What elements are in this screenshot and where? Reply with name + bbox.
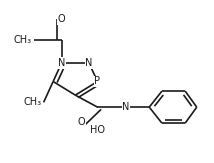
Text: N: N — [122, 102, 130, 112]
Text: N: N — [85, 58, 93, 68]
Text: CH₃: CH₃ — [14, 35, 32, 45]
Text: HO: HO — [90, 125, 105, 135]
Text: CH₃: CH₃ — [23, 97, 42, 107]
Text: P: P — [95, 76, 101, 87]
Text: O: O — [58, 14, 65, 24]
Text: N: N — [58, 58, 65, 68]
Text: O: O — [78, 117, 85, 127]
